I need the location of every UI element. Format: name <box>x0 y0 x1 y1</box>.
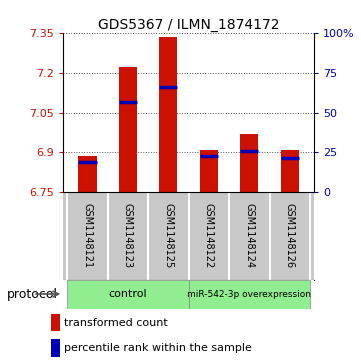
Bar <box>240 134 258 192</box>
Text: GSM1148121: GSM1148121 <box>82 203 92 269</box>
Text: protocol: protocol <box>7 287 58 301</box>
Bar <box>188 280 310 309</box>
Text: GSM1148125: GSM1148125 <box>164 203 173 269</box>
Text: GSM1148123: GSM1148123 <box>123 203 133 269</box>
Text: transformed count: transformed count <box>64 318 168 328</box>
Bar <box>78 156 96 192</box>
Bar <box>51 314 60 331</box>
Bar <box>51 339 60 357</box>
Bar <box>119 67 137 192</box>
Title: GDS5367 / ILMN_1874172: GDS5367 / ILMN_1874172 <box>98 18 279 32</box>
Text: GSM1148124: GSM1148124 <box>244 203 254 269</box>
Text: GSM1148126: GSM1148126 <box>285 203 295 269</box>
Text: GSM1148122: GSM1148122 <box>204 203 214 269</box>
Text: miR-542-3p overexpression: miR-542-3p overexpression <box>187 290 311 298</box>
Text: control: control <box>109 289 147 299</box>
Bar <box>281 150 299 192</box>
Text: percentile rank within the sample: percentile rank within the sample <box>64 343 252 353</box>
Bar <box>159 37 178 192</box>
Bar <box>67 280 188 309</box>
Bar <box>200 150 218 192</box>
